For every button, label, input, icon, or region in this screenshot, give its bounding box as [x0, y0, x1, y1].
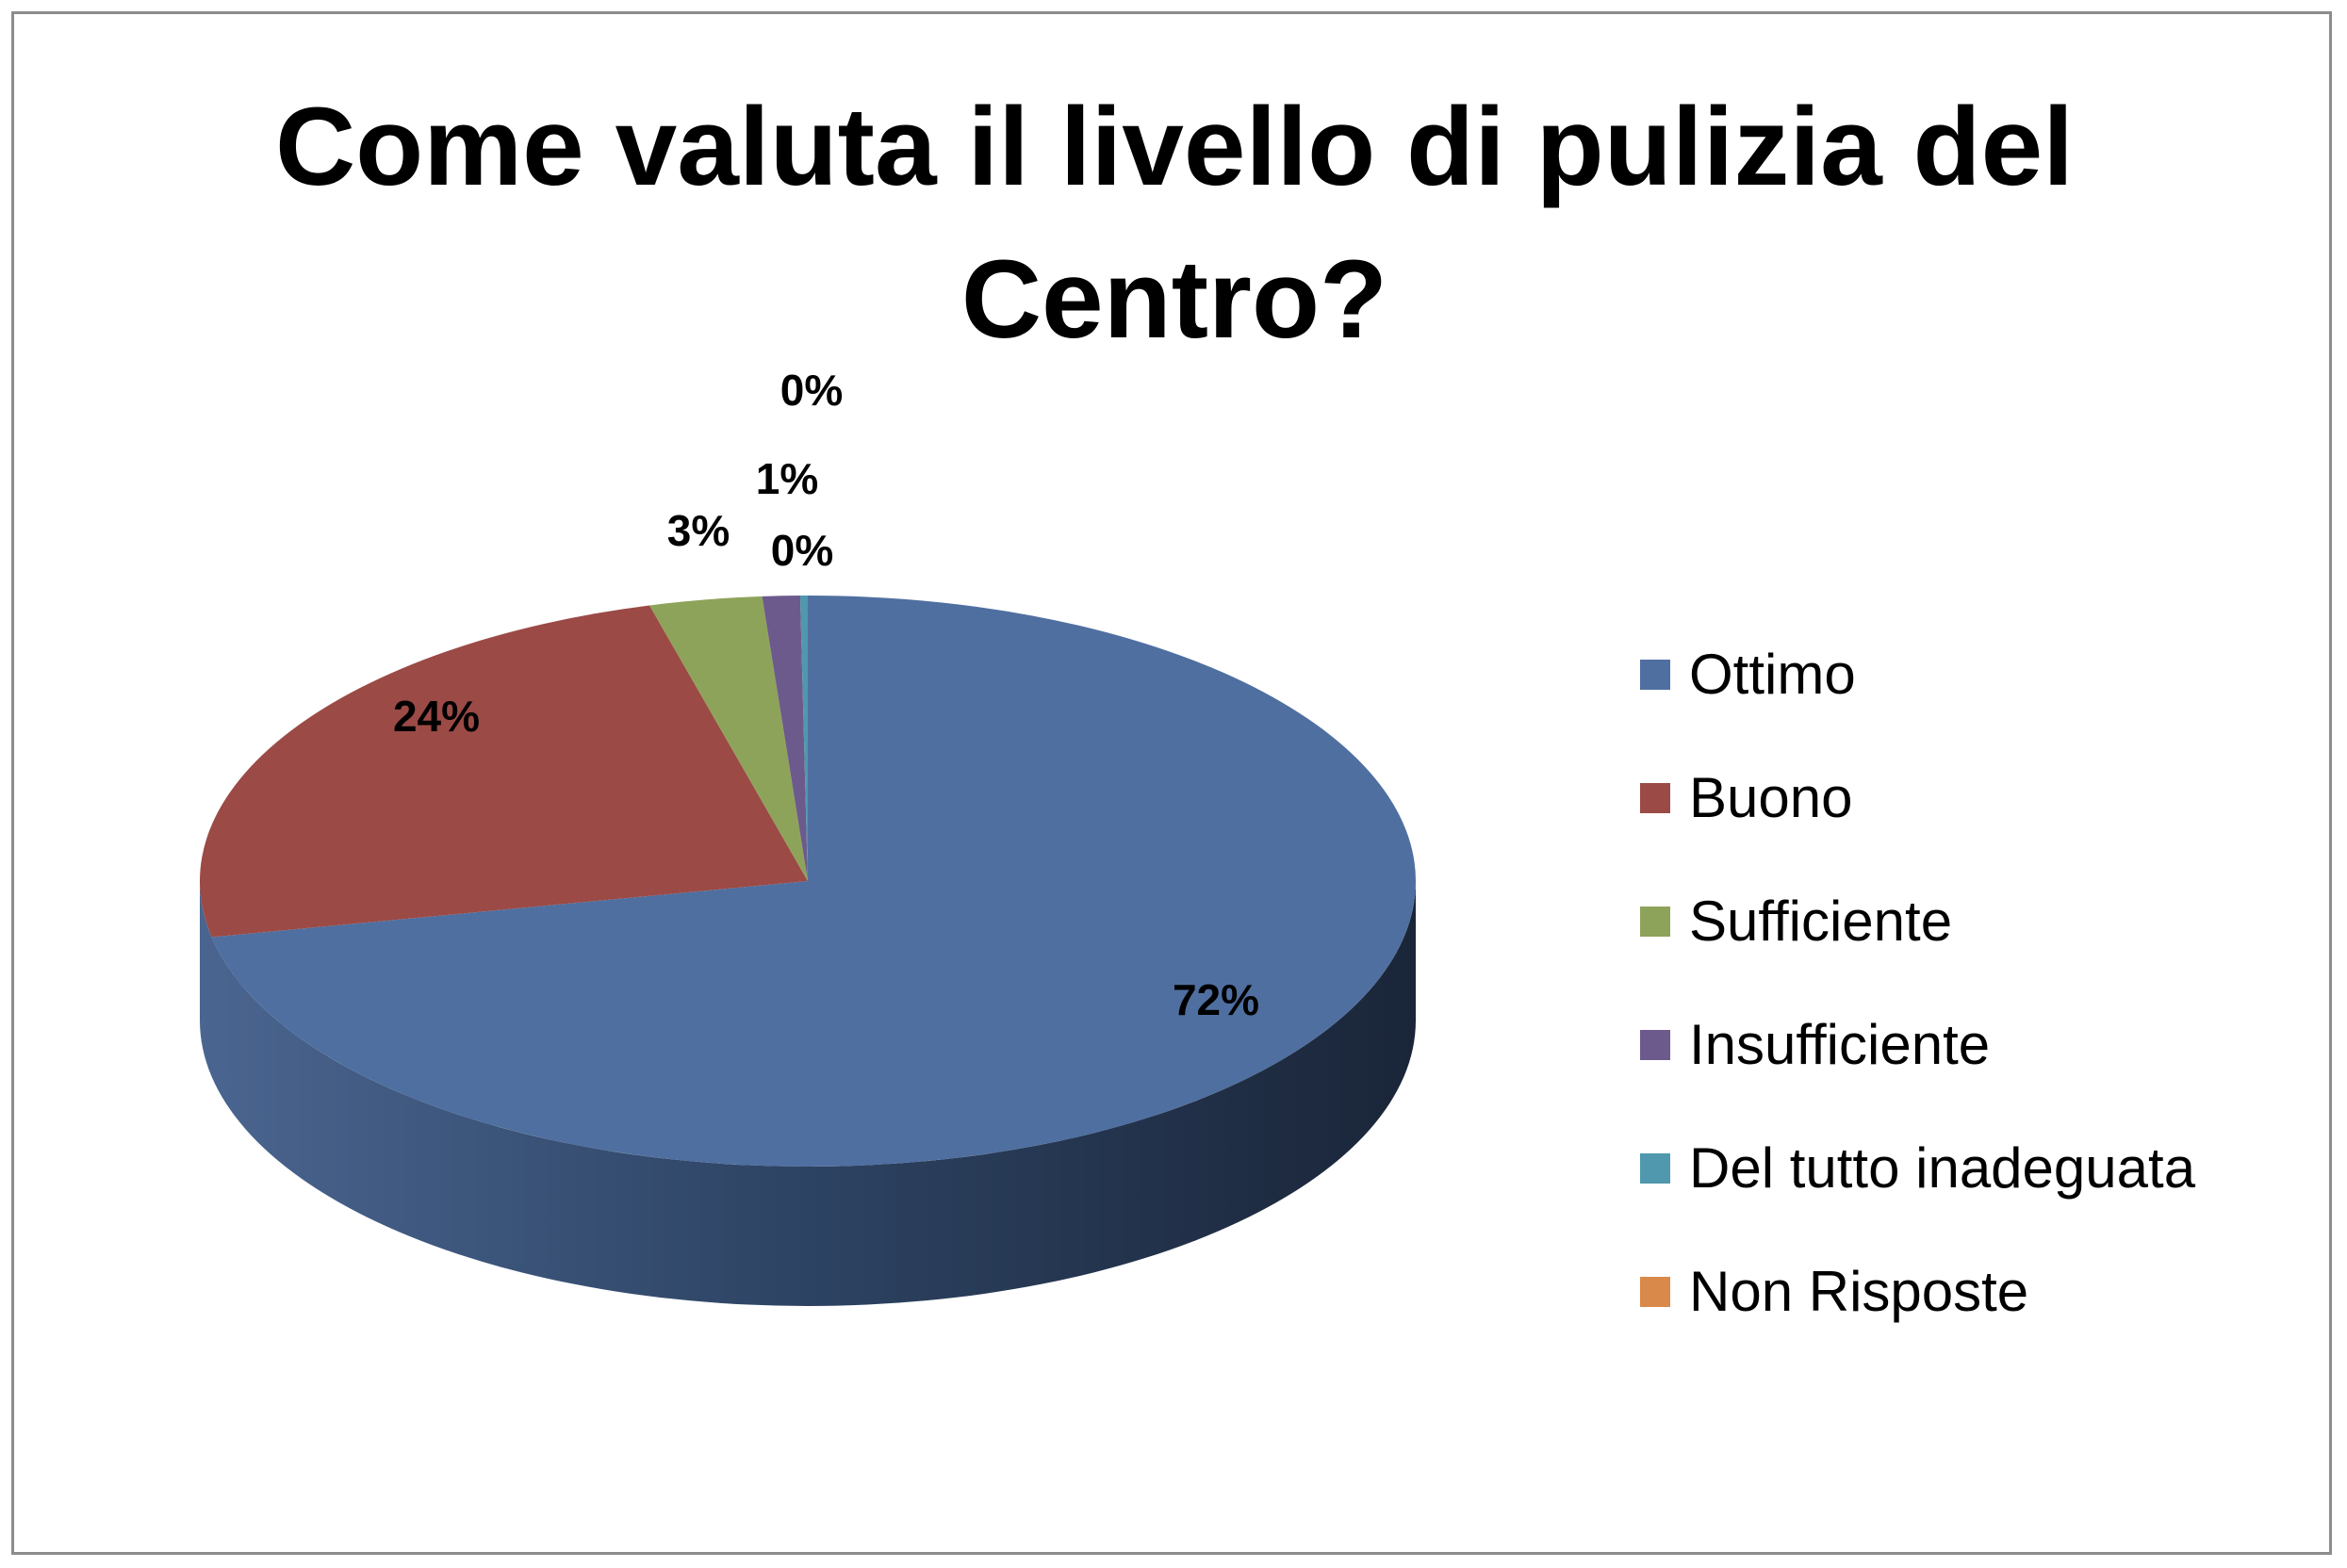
legend-item-buono: Buono	[1640, 736, 2195, 859]
legend-label-sufficiente: Sufficiente	[1689, 890, 1953, 953]
legend-label-insufficiente: Insufficiente	[1689, 1013, 1991, 1076]
legend-item-insufficiente: Insufficiente	[1640, 983, 2195, 1106]
legend-swatch-del-tutto-inadeguata	[1640, 1152, 1670, 1184]
legend-swatch-insufficiente	[1640, 1029, 1670, 1060]
pie-top	[200, 596, 1417, 1167]
legend-label-ottimo: Ottimo	[1689, 643, 1856, 706]
pie-slice-insufficiente	[762, 596, 808, 881]
legend: Ottimo Buono Sufficiente Insufficiente D…	[1640, 612, 2195, 1353]
pie-side-wall	[200, 881, 1416, 1306]
data-label-buono: 24%	[393, 692, 480, 741]
data-label-del-tutto-inadeguata: 0%	[771, 526, 833, 575]
legend-swatch-ottimo	[1640, 659, 1670, 690]
legend-item-del-tutto-inadeguata: Del tutto inadeguata	[1640, 1106, 2195, 1230]
pie-slice-buono	[200, 605, 808, 938]
chart-title: Come valuta il livello di pulizia del Ce…	[14, 71, 2335, 376]
legend-swatch-non-risposte	[1640, 1276, 1670, 1307]
legend-swatch-sufficiente	[1640, 906, 1670, 937]
chart-title-line-2: Centro?	[960, 237, 1388, 362]
data-label-insufficiente: 1%	[756, 454, 818, 503]
data-label-sufficiente: 3%	[667, 506, 730, 555]
pie-side	[200, 881, 1416, 1306]
legend-label-del-tutto-inadeguata: Del tutto inadeguata	[1689, 1136, 2196, 1200]
pie-slice-sufficiente	[649, 596, 808, 881]
pie-slice-del-tutto-inadeguata	[799, 596, 808, 881]
legend-label-buono: Buono	[1689, 766, 1853, 829]
chart-title-line-1: Come valuta il livello di pulizia del	[274, 85, 2075, 209]
data-label-non-risposte: 0%	[780, 366, 843, 415]
legend-item-non-risposte: Non Risposte	[1640, 1230, 2195, 1353]
legend-item-ottimo: Ottimo	[1640, 612, 2195, 736]
pie-slice-ottimo	[211, 596, 1417, 1167]
legend-swatch-buono	[1640, 782, 1670, 813]
data-label-ottimo: 72%	[1173, 975, 1259, 1024]
pie-data-labels: 72% 24% 3% 1% 0% 0%	[393, 366, 1259, 1024]
legend-item-sufficiente: Sufficiente	[1640, 859, 2195, 983]
legend-label-non-risposte: Non Risposte	[1689, 1260, 2029, 1323]
